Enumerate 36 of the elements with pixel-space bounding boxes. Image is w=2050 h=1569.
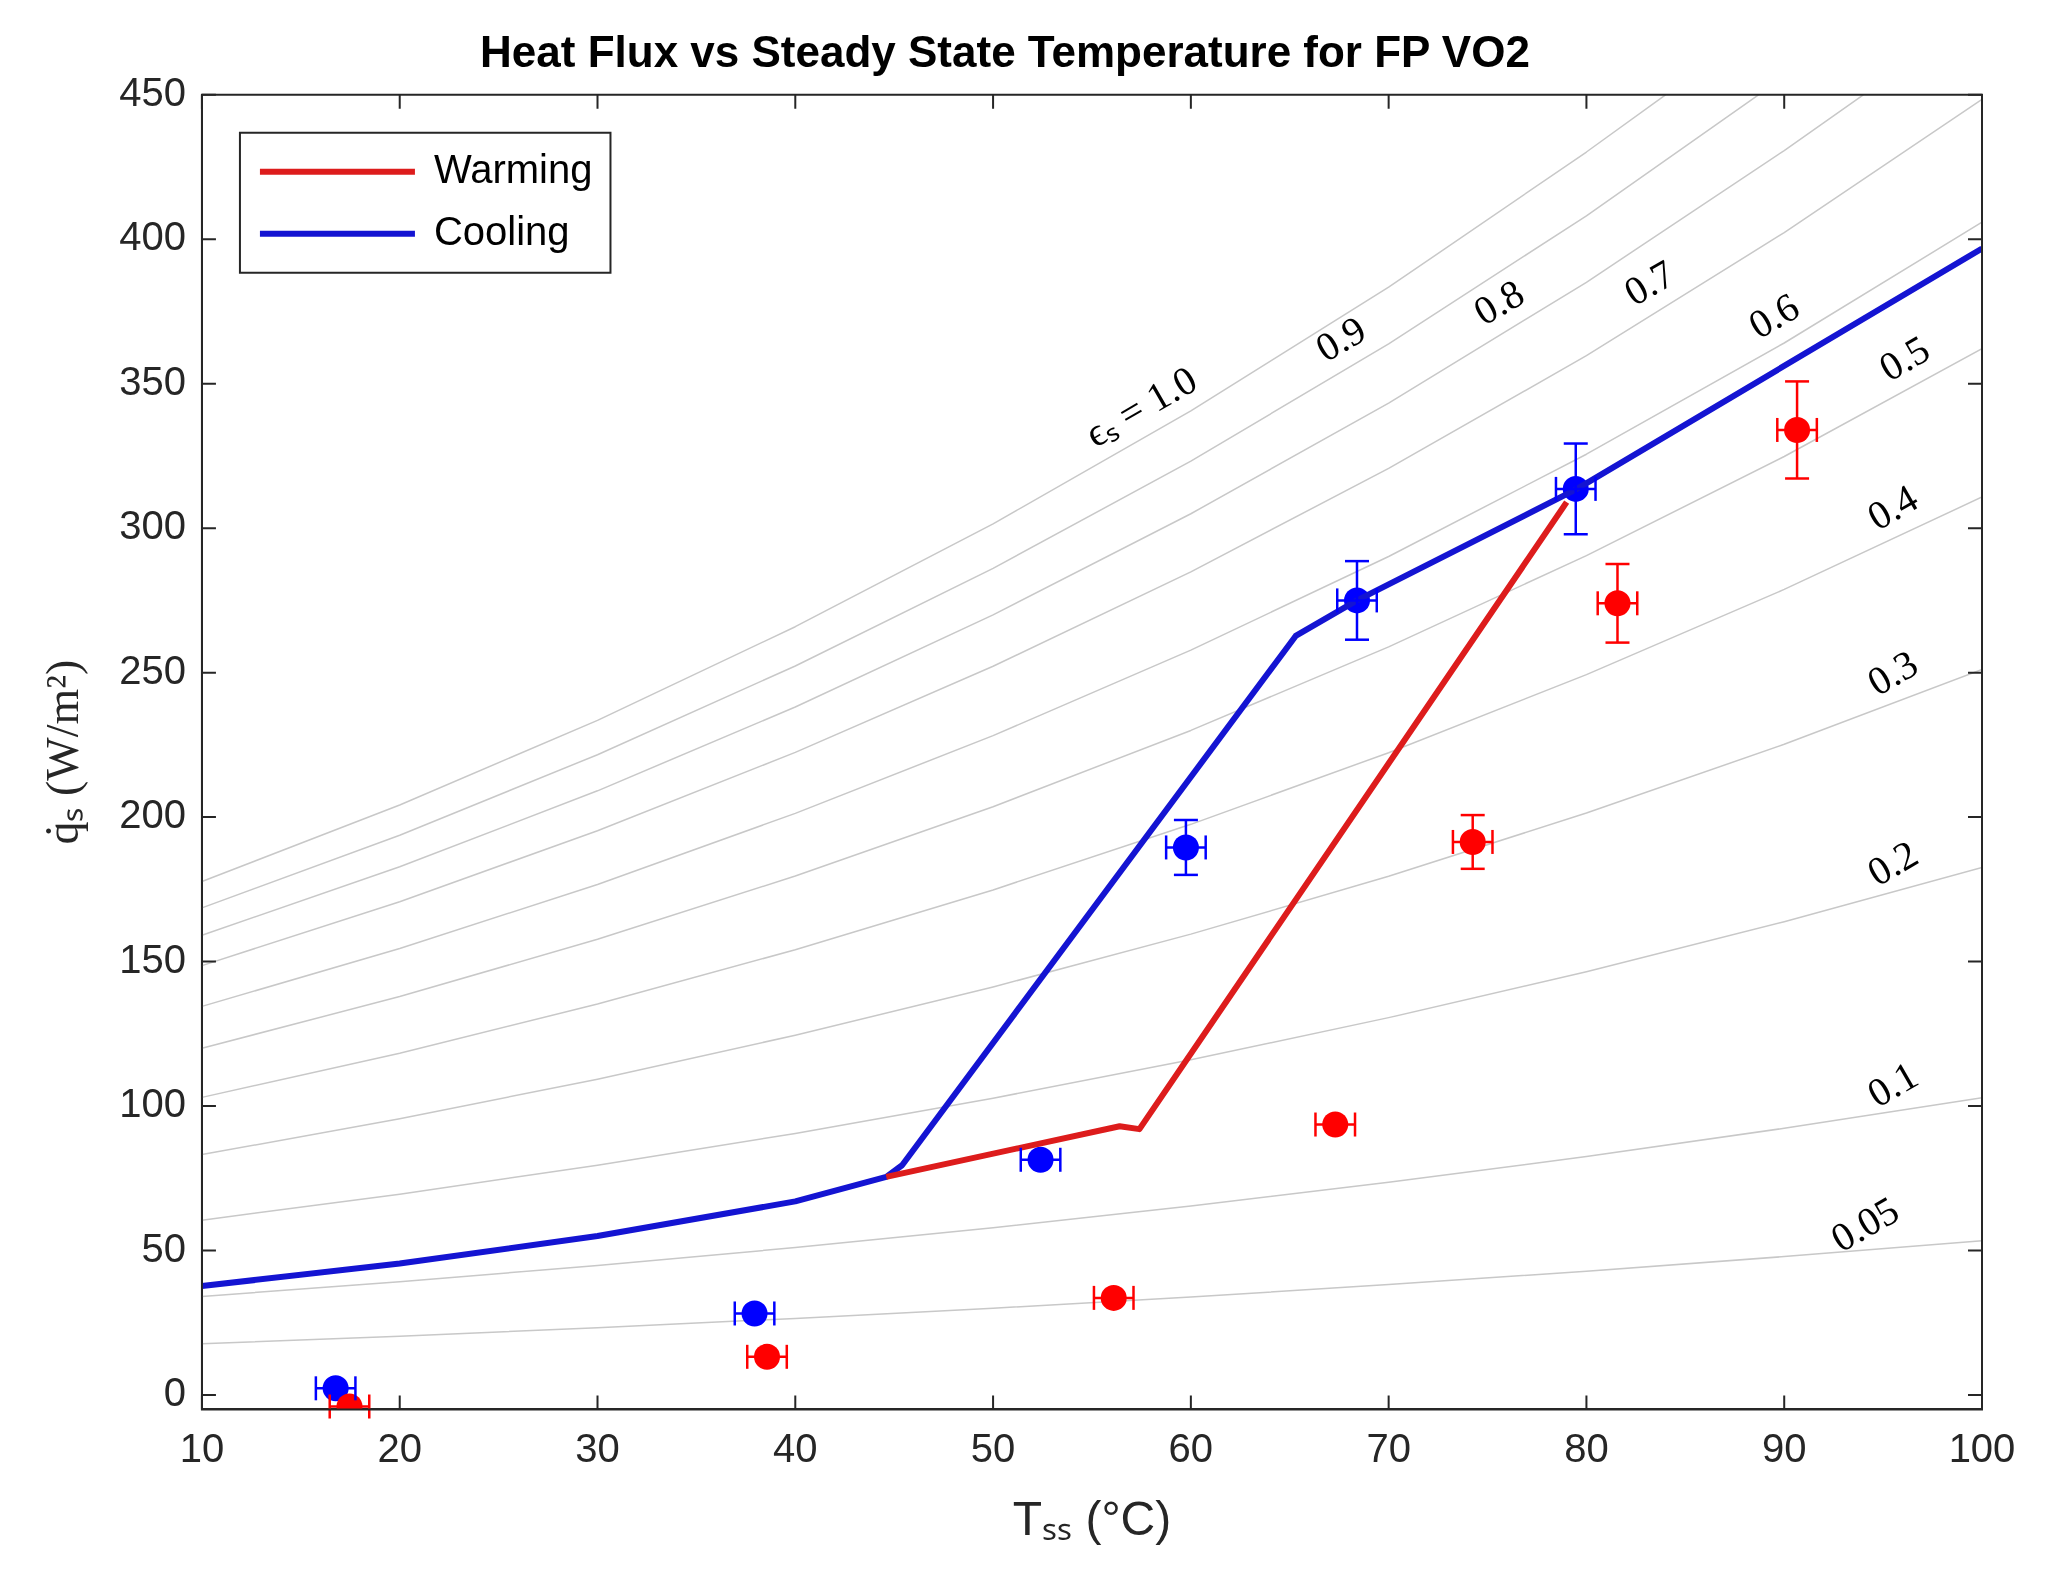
- annotation: 0.3: [1859, 640, 1926, 705]
- annotation: 0.1: [1859, 1052, 1926, 1117]
- y-tick-label: 300: [119, 503, 186, 548]
- annotation: 0.7: [1616, 250, 1682, 315]
- annotation: 0.4: [1859, 475, 1926, 540]
- x-tick-label: 90: [1761, 1426, 1807, 1471]
- x-tick-label: 50: [970, 1426, 1016, 1471]
- legend-label: Cooling: [433, 208, 570, 253]
- x-tick-label: 10: [179, 1426, 225, 1471]
- annotation: 0.5: [1871, 326, 1938, 391]
- x-tick-label: 80: [1564, 1426, 1609, 1471]
- x-tick-label: 100: [1948, 1426, 2016, 1471]
- y-tick-label: 0: [163, 1369, 186, 1414]
- y-tick-label: 150: [119, 936, 186, 981]
- y-tick-label: 100: [119, 1081, 186, 1126]
- annotation: ϵₛ = 1.0: [1077, 356, 1205, 456]
- x-tick-label: 30: [575, 1426, 620, 1471]
- x-tick-label: 60: [1168, 1426, 1214, 1471]
- y-tick-label: 400: [119, 214, 186, 259]
- annotation: 0.2: [1859, 830, 1926, 895]
- x-axis-title: Tₛₛ (°C): [1012, 1492, 1172, 1546]
- y-tick-label: 450: [119, 69, 186, 114]
- annotation: 0.8: [1465, 270, 1532, 334]
- chart-title: Heat Flux vs Steady State Temperature for FP VO2: [480, 26, 1530, 76]
- annotation: 0.9: [1307, 306, 1374, 371]
- annotation: 0.05: [1823, 1186, 1907, 1261]
- y-axis-title: q̇ₛ (W/m²): [36, 659, 88, 845]
- legend-label: Warming: [433, 146, 593, 191]
- x-tick-label: 70: [1366, 1426, 1411, 1471]
- annotation: 0.6: [1740, 283, 1807, 348]
- y-tick-label: 350: [119, 358, 186, 403]
- y-tick-label: 250: [119, 647, 186, 692]
- x-tick-label: 40: [773, 1426, 818, 1471]
- y-tick-label: 50: [141, 1225, 186, 1270]
- x-tick-label: 20: [377, 1426, 422, 1471]
- y-tick-label: 200: [119, 792, 186, 837]
